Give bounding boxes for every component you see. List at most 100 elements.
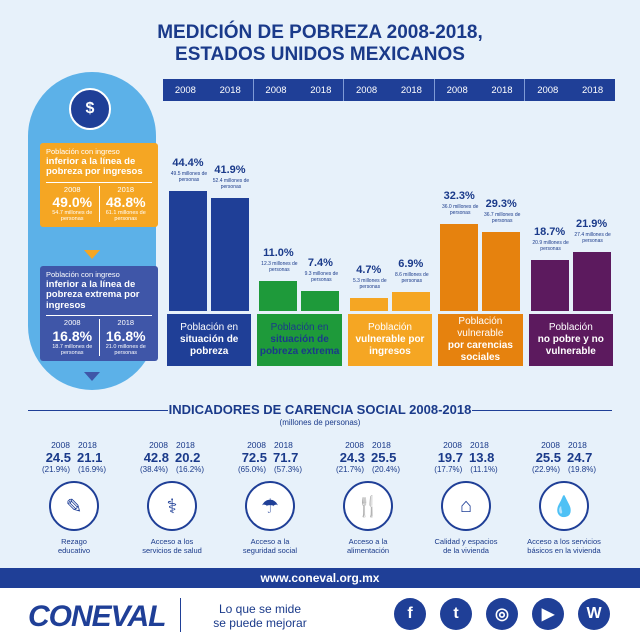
card-year: 2008	[63, 318, 81, 327]
pct-2008: (21.9%)	[41, 465, 70, 474]
bar	[211, 197, 249, 311]
value-2018: 71.7	[273, 450, 299, 465]
bar-note: 9.3 millones de personas	[304, 271, 339, 283]
bar-value-label: 21.9%	[575, 217, 608, 230]
pct-2018: (11.1%)	[470, 465, 498, 474]
bar	[440, 223, 479, 311]
card-note: 54.7 millones de personas	[52, 210, 93, 222]
pct-2008: (22.9%)	[531, 465, 560, 474]
indicator-item: 2008 2018 25.5 24.7 (22.9%) (19.8%) 💧 Acces…	[518, 440, 610, 555]
coneval-logo: CONEVAL	[28, 600, 166, 633]
indicator-values: 25.5 24.7	[518, 450, 610, 465]
indicator-item: 2008 2018 72.5 71.7 (65.0%) (57.3%) ☂ Acces…	[224, 440, 316, 555]
year-label: 2018	[219, 84, 241, 96]
wordpress-icon[interactable]: W	[578, 598, 610, 630]
youtube-icon[interactable]: ▶	[532, 598, 564, 630]
indicator-years: 2008 2018	[224, 440, 316, 450]
pct-2018: (16.2%)	[176, 465, 205, 474]
label-line: Calidad y espacios	[434, 537, 498, 546]
year: 2018	[274, 440, 293, 450]
divider	[472, 410, 612, 411]
bar-value-label: 44.4%	[172, 157, 204, 169]
category-line: no pobre y no	[537, 334, 604, 345]
indicator-pcts: (65.0%) (57.3%)	[224, 465, 316, 474]
label-line: Acceso a los	[150, 537, 194, 546]
card-note: 18.7 millones de personas	[52, 343, 93, 356]
family-hands-icon: ☂	[245, 481, 295, 531]
category-label: Población en situación de pobreza	[167, 314, 252, 366]
card-year: 2008	[63, 184, 81, 194]
year: 2018	[176, 440, 195, 450]
pct-2008: (65.0%)	[237, 465, 266, 474]
category-line: vulnerable por	[355, 334, 425, 345]
pct-2008: (17.7%)	[434, 465, 463, 474]
category-text: Población vulnerable por ingresos	[356, 322, 425, 358]
label-line: Acceso a la	[348, 537, 388, 546]
indicator-label: Calidad y espacios de la vivienda	[420, 537, 512, 555]
instagram-icon[interactable]: ◎	[486, 598, 518, 630]
year: 2008	[541, 440, 560, 450]
year: 2008	[149, 440, 168, 450]
category-line: situación de	[270, 334, 329, 345]
value-2018: 24.7	[567, 450, 593, 465]
divider	[28, 410, 168, 411]
label-line: servicios de salud	[142, 546, 202, 555]
house-icon: ⌂	[441, 481, 491, 531]
bar-note: 27.4 millones de personas	[574, 231, 611, 244]
page-title: MEDICIÓN DE POBREZA 2008-2018, ESTADOS U…	[0, 22, 640, 66]
indicator-item: 2008 2018 42.8 20.2 (38.4%) (16.2%) ⚕ Acces…	[126, 440, 218, 555]
category-line: sociales	[460, 352, 501, 363]
bar-note: 36.7 millones de personas	[483, 211, 521, 224]
bar	[572, 251, 611, 311]
year-label: 2018	[582, 84, 604, 96]
indicator-years: 2008 2018	[420, 440, 512, 450]
label-line: Acceso a la	[250, 537, 290, 546]
year-group: 2008 2018	[163, 79, 254, 101]
indicator-label: Acceso a los servicios básicos en la vivi…	[518, 537, 610, 555]
card-year: 2018	[117, 318, 135, 327]
bar	[482, 231, 521, 311]
category-label: Población en situación de pobreza extrema	[257, 314, 342, 366]
year: 2008	[51, 440, 70, 450]
indicator-label: Acceso a los servicios de salud	[126, 537, 218, 555]
value-2018: 21.1	[77, 450, 103, 465]
website-url[interactable]: www.coneval.org.mx	[0, 568, 640, 588]
card-line1: Población con ingreso	[46, 147, 120, 156]
bar	[301, 291, 340, 311]
category-line: Población	[548, 322, 593, 333]
plate-icon: 🍴	[343, 481, 393, 531]
indicators-title: INDICADORES DE CARENCIA SOCIAL 2008-2018	[168, 402, 472, 417]
category-label: Población vulnerable por ingresos	[347, 314, 433, 366]
card-pct: 16.8%	[52, 327, 93, 344]
category-line: Población en	[270, 322, 329, 333]
category-line: Población	[368, 322, 412, 333]
indicator-values: 42.8 20.2	[126, 450, 218, 465]
year-label: 2008	[174, 84, 196, 96]
money-coin-icon: $	[69, 88, 111, 130]
year-header-bar: 2008 2018 2008 2018 2008 2018 2008 2018 2008…	[163, 79, 615, 101]
slogan-line1: Lo que se mide	[218, 602, 302, 616]
twitter-icon[interactable]: t	[440, 598, 472, 630]
year-label: 2008	[356, 84, 378, 96]
year-group: 2008 2018	[525, 79, 615, 101]
indicator-years: 2008 2018	[28, 440, 120, 450]
indicator-values: 24.3 25.5	[322, 450, 414, 465]
category-line: situación de	[180, 334, 239, 345]
year: 2008	[345, 440, 364, 450]
category-line: pobreza extrema	[259, 346, 340, 357]
year-group: 2008 2018	[254, 79, 345, 101]
indicator-pcts: (38.4%) (16.2%)	[126, 465, 218, 474]
indicator-item: 2008 2018 24.3 25.5 (21.7%) (20.4%) 🍴 Acces…	[322, 440, 414, 555]
value-2008: 24.3	[339, 450, 365, 465]
divider	[180, 598, 181, 632]
category-label: Población no pobre y no vulnerable	[528, 314, 613, 366]
extreme-poverty-card: Población con ingreso inferior a la líne…	[40, 266, 158, 361]
bar-note: 8.6 millones de personas	[394, 272, 429, 285]
card-bold: inferior a la línea de pobreza extrema p…	[46, 278, 140, 311]
bar	[259, 281, 298, 311]
pct-2018: (16.9%)	[78, 465, 107, 474]
bar	[391, 292, 430, 311]
facebook-icon[interactable]: f	[394, 598, 426, 630]
year-label: 2008	[446, 84, 468, 96]
label-line: básicos en la vivienda	[527, 546, 601, 555]
